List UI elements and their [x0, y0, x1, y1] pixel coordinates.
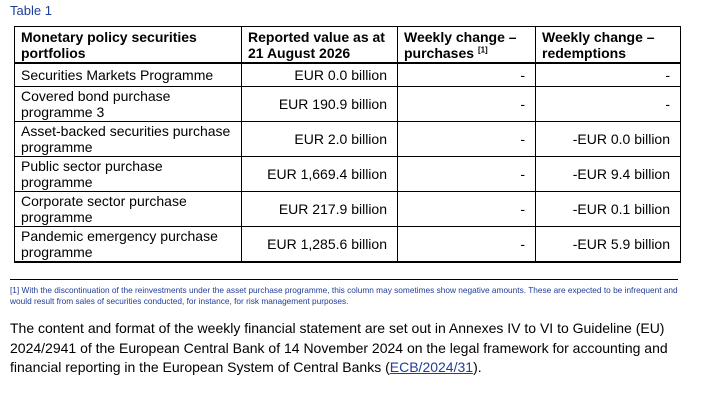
table-row: Public sector purchase programme EUR 1,6…: [14, 156, 681, 192]
redemptions-value: -EUR 5.9 billion: [535, 226, 681, 263]
portfolio-name: Corporate sector purchase programme: [14, 191, 242, 227]
reported-value: EUR 217.9 billion: [241, 191, 398, 227]
reported-value: EUR 1,285.6 billion: [241, 226, 398, 263]
table-row: Securities Markets Programme EUR 0.0 bil…: [14, 62, 681, 87]
paragraph-end: ).: [473, 359, 482, 375]
purchases-value: -: [397, 191, 536, 227]
table-row: Asset-backed securities purchase program…: [14, 121, 681, 157]
header-purchases-label: Weekly change – purchases: [404, 29, 517, 61]
redemptions-value: -EUR 9.4 billion: [535, 156, 681, 192]
portfolio-name: Covered bond purchase programme 3: [14, 86, 242, 122]
purchases-value: -: [397, 86, 536, 122]
ecb-decision-link[interactable]: ECB/2024/31: [389, 359, 474, 375]
redemptions-value: -EUR 0.1 billion: [535, 191, 681, 227]
header-redemptions: Weekly change – redemptions: [535, 26, 681, 64]
purchases-value: -: [397, 226, 536, 263]
portfolio-name: Asset-backed securities purchase program…: [14, 121, 242, 157]
footnote-divider: [10, 279, 678, 280]
header-portfolios: Monetary policy securities portfolios: [14, 26, 242, 64]
portfolio-name: Public sector purchase programme: [14, 156, 242, 192]
redemptions-value: -EUR 0.0 billion: [535, 121, 681, 157]
portfolio-table-container: Monetary policy securities portfolios Re…: [14, 26, 681, 263]
reported-value: EUR 190.9 billion: [241, 86, 398, 122]
portfolio-name: Pandemic emergency purchase programme: [14, 226, 242, 263]
purchases-value: -: [397, 156, 536, 192]
redemptions-value: -: [535, 62, 681, 87]
purchases-value: -: [397, 121, 536, 157]
table-row: Pandemic emergency purchase programme EU…: [14, 226, 681, 263]
purchases-value: -: [397, 62, 536, 87]
redemptions-value: -: [535, 86, 681, 122]
table-row: Covered bond purchase programme 3 EUR 19…: [14, 86, 681, 122]
header-purchases: Weekly change – purchases [1]: [397, 26, 536, 64]
paragraph-text: The content and format of the weekly fin…: [10, 320, 668, 375]
body-paragraph: The content and format of the weekly fin…: [10, 319, 700, 378]
table-header-row: Monetary policy securities portfolios Re…: [14, 26, 681, 64]
footnote-text: [1] With the discontinuation of the rein…: [10, 285, 678, 306]
table-row: Corporate sector purchase programme EUR …: [14, 191, 681, 227]
portfolio-name: Securities Markets Programme: [14, 62, 242, 87]
portfolio-table: Monetary policy securities portfolios Re…: [14, 26, 681, 263]
reported-value: EUR 2.0 billion: [241, 121, 398, 157]
header-reported-value: Reported value as at 21 August 2026: [241, 26, 398, 64]
reported-value: EUR 1,669.4 billion: [241, 156, 398, 192]
table-caption: Table 1: [10, 3, 52, 18]
footnote-marker[interactable]: [1]: [477, 45, 488, 55]
reported-value: EUR 0.0 billion: [241, 62, 398, 87]
